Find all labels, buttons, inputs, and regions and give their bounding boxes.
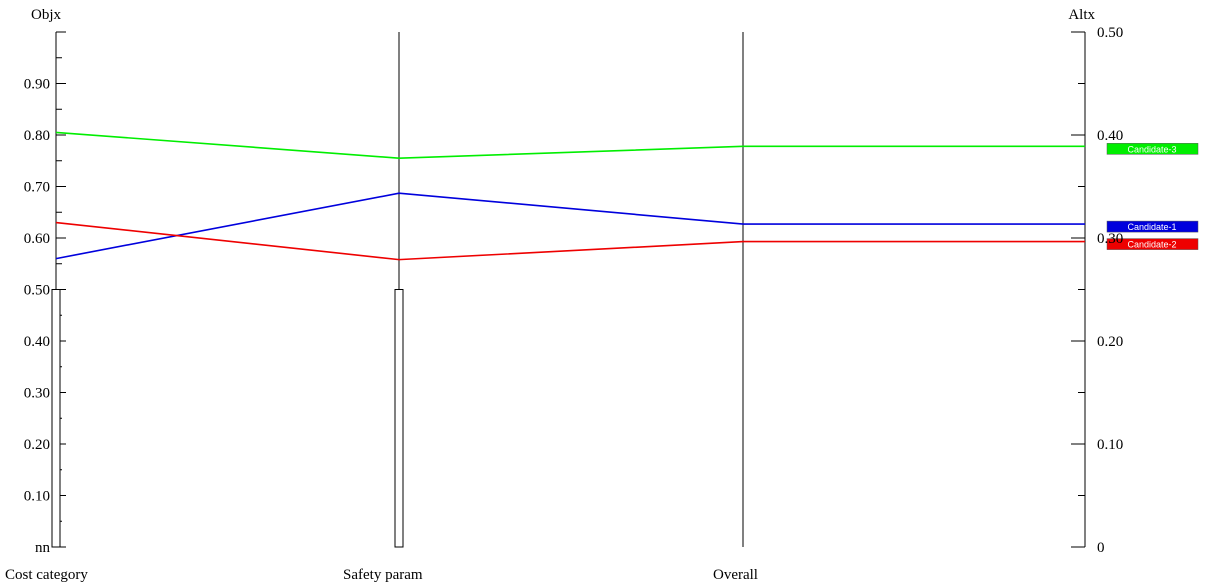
left-tick-label: 0.50 [24,283,50,299]
right-tick-label: 0.20 [1097,334,1123,350]
right-tick-label: 0 [1097,540,1105,556]
right-axis-title: Altx [1068,7,1095,23]
left-tick-label: 0.70 [24,180,50,196]
left-tick-label: 0.20 [24,437,50,453]
legend-item-candidate-1: Candidate-1 [1106,220,1199,233]
legend-item-candidate-2: Candidate-2 [1106,238,1199,250]
left-tick-label: 0.30 [24,386,50,402]
right-tick-label: 0.50 [1097,25,1123,41]
right-tick-label: 0.30 [1097,231,1123,247]
left-tick-label: 0.40 [24,334,50,350]
left-tick-label: nn [35,540,51,556]
category-label: Cost category [5,567,88,583]
legend-swatch [1106,220,1199,233]
right-tick-label: 0.40 [1097,128,1123,144]
legend-label: Candidate-2 [1127,240,1176,250]
legend-label: Candidate-3 [1127,144,1176,154]
weight-bar-0 [51,289,61,548]
weight-bar-1 [394,289,404,548]
legend: Candidate-3 Candidate-1 Candidate-2 [1106,143,1199,250]
category-label: Overall [713,567,758,583]
left-tick-label: 0.10 [24,489,50,505]
series-line-candidate-1 [55,192,1085,260]
right-tick-label: 0.10 [1097,437,1123,453]
legend-label: Candidate-1 [1127,222,1176,232]
axes-layer [55,31,1086,548]
weight-bars [51,289,404,548]
series-lines [55,131,1085,261]
left-tick-label: 0.60 [24,231,50,247]
left-axis-title: Objx [31,7,62,23]
legend-swatch [1106,143,1199,155]
series-line-candidate-3 [55,131,1085,159]
left-tick-label: 0.90 [24,77,50,93]
category-label: Safety param [343,567,423,583]
left-tick-label: 0.80 [24,128,50,144]
legend-swatch [1106,238,1199,250]
series-line-candidate-2 [55,221,1085,261]
axis-labels: nn 0.10 0.20 0.30 0.40 0.50 0.60 0.70 0.80 0.90 Ob… [5,7,1123,583]
legend-item-candidate-3: Candidate-3 [1106,143,1199,155]
